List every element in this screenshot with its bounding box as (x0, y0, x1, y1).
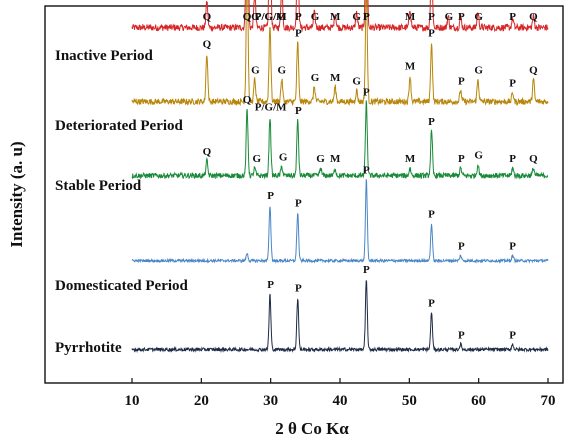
peak-label: Q (243, 11, 252, 23)
series-line-deteriorated-period (131, 0, 549, 107)
peak-label: Q (529, 153, 538, 165)
peak-label: Q (203, 39, 212, 51)
peak-label: P (509, 78, 516, 90)
peak-label: P/G/M (255, 11, 287, 23)
peak-label: G (251, 11, 260, 23)
peak-label: P (458, 153, 465, 165)
x-tick-label: 70 (541, 393, 556, 409)
peak-label: M (330, 153, 341, 165)
peak-label: M (330, 72, 341, 84)
x-tick-label: 50 (402, 393, 417, 409)
series-label: Pyrrhotite (55, 340, 122, 356)
peak-label: G (279, 152, 288, 164)
peak-label: G (277, 64, 286, 76)
peak-label: P (428, 11, 435, 23)
peak-label: P (509, 153, 516, 165)
peak-label: Q (203, 11, 212, 23)
peak-label: P (363, 264, 370, 276)
peak-label: P (295, 198, 302, 210)
peak-label: P (363, 87, 370, 99)
peak-label: P (509, 11, 516, 23)
series-line-domesticated-period (131, 179, 549, 264)
peak-label: P (458, 241, 465, 253)
peak-label: P/G/M (255, 101, 287, 113)
x-tick-label: 30 (263, 393, 278, 409)
peak-label: P (509, 241, 516, 253)
x-tick-label: 10 (125, 393, 140, 409)
peak-label: P (428, 298, 435, 310)
x-axis: 10 20 30 40 50 60 70 (125, 378, 556, 409)
peak-label: P (363, 11, 370, 23)
peak-label: G (352, 11, 361, 23)
peak-label: P (428, 209, 435, 221)
peak-label: P (295, 27, 302, 39)
peak-label: P (458, 11, 465, 23)
peak-label: G (445, 11, 454, 23)
peak-label: P (458, 76, 465, 88)
peak-label: G (474, 64, 483, 76)
peak-label: P/G/M (255, 11, 287, 23)
series-line-inactive-period (131, 0, 549, 33)
x-axis-title: 2 θ Co Kα (275, 419, 349, 438)
series-label: Deteriorated Period (55, 118, 184, 134)
peak-label: Q (243, 11, 252, 23)
x-tick-label: 20 (194, 393, 209, 409)
peak-label: G (253, 153, 262, 165)
peak-label: G (311, 11, 320, 23)
peak-label: Q (529, 64, 538, 76)
series-line-pyrrhotite (131, 280, 549, 354)
peak-label: M (405, 11, 416, 23)
peak-label: G (277, 11, 286, 23)
peak-label: P (295, 283, 302, 295)
x-tick-label: 40 (333, 393, 348, 409)
peak-label: P (509, 329, 516, 341)
peak-label: G (474, 11, 483, 23)
series-line-stable-period (131, 100, 549, 180)
peak-label: P (363, 11, 370, 23)
peak-label: G (251, 64, 260, 76)
peak-label: P (428, 27, 435, 39)
peak-label: G (316, 153, 325, 165)
peak-label: P (295, 105, 302, 117)
peak-label: P (363, 164, 370, 176)
peak-label: G (474, 150, 483, 162)
series-layer (131, 0, 549, 354)
peak-label: P (458, 329, 465, 341)
peak-label: M (405, 61, 416, 73)
peak-label: Q (529, 11, 538, 23)
peak-label: G (352, 76, 361, 88)
peak-label: P (295, 11, 302, 23)
peak-label: G (311, 72, 320, 84)
peak-label: M (330, 11, 341, 23)
y-axis-title: Intensity (a. u) (7, 141, 26, 247)
series-label: Inactive Period (55, 48, 154, 64)
peak-label: P (267, 190, 274, 202)
peak-label: Q (203, 146, 212, 158)
peak-label: Q (243, 94, 252, 106)
peak-label: M (405, 153, 416, 165)
series-label: Stable Period (55, 178, 142, 194)
peak-label: P (428, 116, 435, 128)
series-label: Domesticated Period (55, 278, 189, 294)
x-tick-label: 60 (471, 393, 486, 409)
peak-label: P (267, 279, 274, 291)
plot-frame (44, 5, 564, 384)
